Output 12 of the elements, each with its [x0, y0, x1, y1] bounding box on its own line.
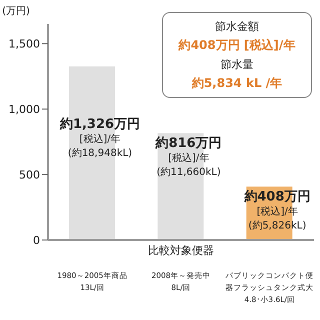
data-label: 約816万円 [税込]/年 (約11,660kL) [154, 136, 222, 178]
y-axis-title: (万円) [2, 6, 30, 17]
data-label: 約1,326万円 [税込]/年 (約18,948kL) [58, 117, 140, 159]
annotation: 約408万円 [税込]/年 [177, 37, 296, 54]
x-axis-title: 比較対象便器 [148, 244, 214, 257]
annotation: 約5,834 kL /年 [190, 75, 284, 92]
y-tick-label: 500 [19, 168, 40, 182]
y-tick-label: 1,000 [8, 102, 40, 116]
annotation: 節水量 [220, 57, 254, 73]
y-tick-label: 0 [33, 234, 40, 247]
annotation: 節水金額 [214, 19, 260, 35]
y-tick-label: 1,500 [8, 38, 40, 51]
